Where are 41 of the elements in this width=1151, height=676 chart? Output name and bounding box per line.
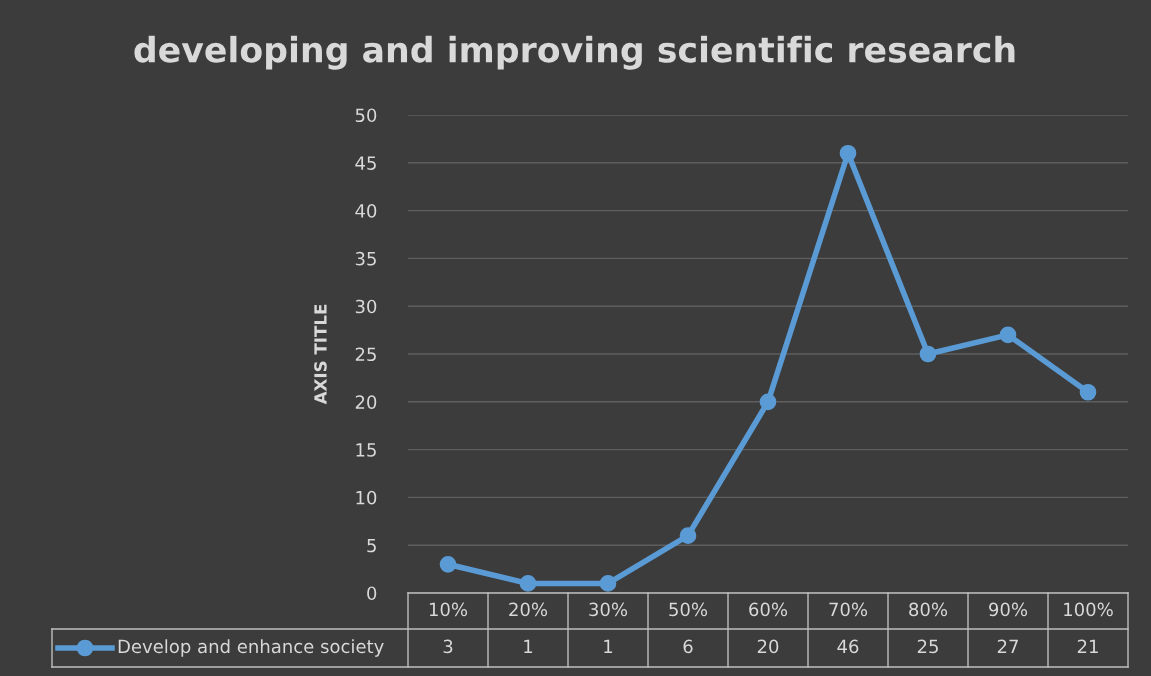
y-tick-label: 0 [367, 586, 377, 601]
point [519, 575, 537, 592]
x-tick-label: 50% [669, 602, 708, 617]
x-tick-label: 90% [989, 602, 1028, 617]
y-tick-label: 35 [355, 251, 376, 266]
x-tick-label: 20% [509, 602, 548, 617]
point [599, 575, 617, 592]
y-tick-label: 20 [355, 395, 377, 409]
chart-title: developing and improving scientific research [134, 35, 1015, 70]
data-label: 1 [604, 639, 613, 653]
point [1079, 383, 1097, 401]
x-tick-label: 100% [1064, 602, 1113, 617]
y-tick-label: 30 [355, 299, 377, 314]
y-tick-label: 25 [355, 347, 376, 362]
data-label: 3 [443, 639, 453, 654]
data-label: 21 [1077, 639, 1098, 653]
data-label: 25 [917, 639, 938, 654]
x-tick-label: 30% [589, 602, 628, 617]
y-axis-title: AXIS TITLE [314, 304, 327, 405]
point [759, 393, 777, 411]
data-label: 1 [524, 639, 533, 653]
point [439, 555, 457, 573]
point [679, 527, 697, 544]
y-tick-label: 10 [356, 490, 377, 505]
x-tick-label: 10% [429, 602, 468, 617]
data-label: 27 [997, 639, 1018, 653]
y-tick-label: 15 [356, 443, 376, 457]
y-tick-label: 40 [355, 204, 377, 218]
point [919, 345, 937, 363]
y-tick-label: 45 [355, 156, 376, 170]
legend-label: Develop and enhance society [118, 639, 384, 657]
point [999, 326, 1017, 344]
data-label: 6 [683, 639, 693, 654]
x-tick-label: 80% [909, 602, 948, 617]
y-tick-label: 50 [355, 108, 377, 123]
point [839, 144, 857, 162]
x-tick-label: 60% [749, 602, 788, 617]
data-label: 46 [837, 639, 859, 654]
data-label: 20 [757, 639, 779, 654]
y-tick-label: 5 [367, 538, 376, 553]
x-tick-label: 70% [829, 602, 868, 617]
